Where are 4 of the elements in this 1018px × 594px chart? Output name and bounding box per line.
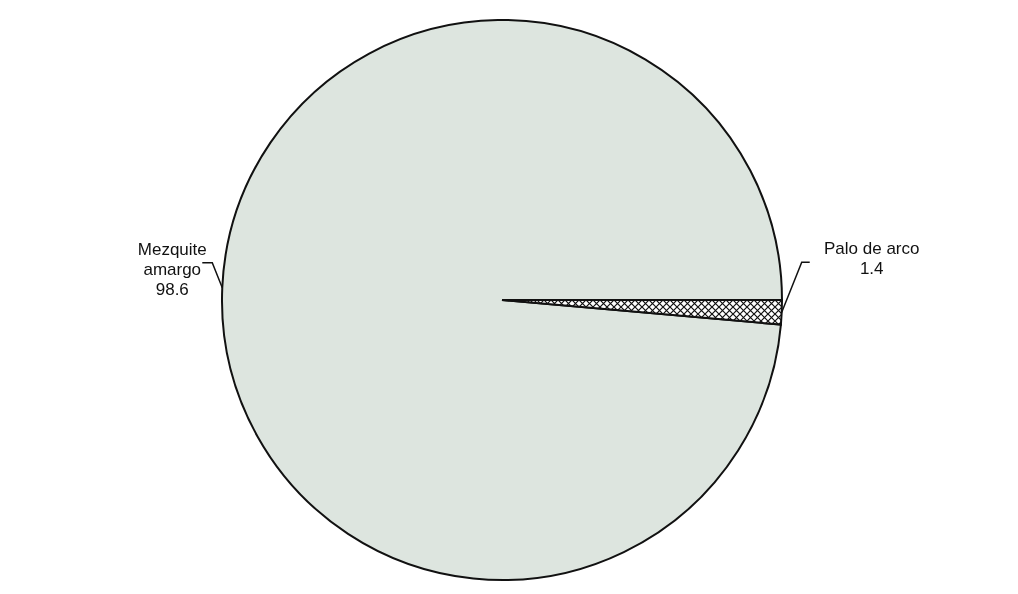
data-label: 1.4 [859, 259, 884, 279]
slice-label: Mezquite amargo [137, 239, 207, 279]
data-label: 98.6 [155, 279, 189, 299]
slice-label: Palo de arco [824, 239, 920, 259]
